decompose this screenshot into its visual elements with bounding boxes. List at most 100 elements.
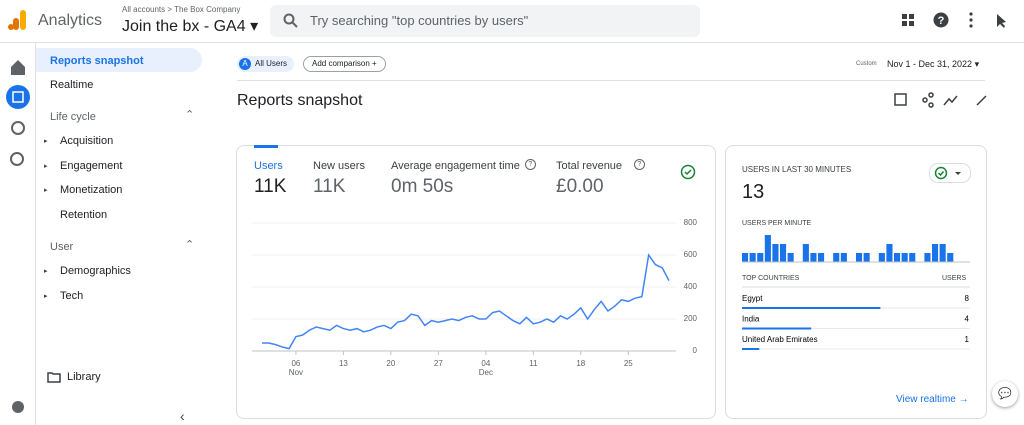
nav-item[interactable]: Reports snapshot	[50, 55, 144, 67]
x-tick-label: 20	[386, 359, 395, 368]
y-tick-label: 400	[684, 282, 698, 291]
section-chevron[interactable]: ⌃	[185, 239, 195, 251]
minute-bar	[856, 253, 863, 262]
countries-header: TOP COUNTRIES	[742, 275, 800, 282]
minute-bar	[742, 253, 749, 262]
view-realtime[interactable]: View realtime →	[896, 394, 969, 405]
metric-label: Total revenue	[556, 160, 623, 172]
minute-bar	[886, 244, 893, 262]
minute-bar	[939, 244, 946, 262]
info-icon[interactable]: ?	[633, 159, 645, 170]
feedback-button[interactable]: 💬	[992, 381, 1018, 407]
metric-label: Average engagement time	[391, 160, 520, 172]
date-range-text[interactable]: Nov 1 - Dec 31, 2022	[887, 59, 973, 69]
expand-arrow: ▸	[44, 162, 48, 170]
minute-bar	[878, 253, 885, 262]
segment-badge: A	[239, 58, 251, 70]
view-realtime-label[interactable]: View realtime	[896, 394, 956, 405]
minute-bar	[810, 253, 817, 262]
icon-rail	[0, 43, 36, 425]
title-actions[interactable]	[893, 91, 988, 109]
breadcrumb-root[interactable]: All accounts	[122, 5, 166, 14]
country-name: Egypt	[742, 294, 763, 303]
minute-bar	[909, 253, 916, 262]
minute-bar	[772, 244, 779, 262]
x-tick-label: 04	[481, 359, 490, 368]
users-line	[262, 253, 670, 350]
expand-arrow: ▸	[44, 268, 48, 275]
nav-active	[36, 48, 202, 72]
country-bar	[742, 348, 760, 350]
realtime-status[interactable]	[929, 163, 971, 183]
nav-section-title[interactable]: User	[50, 241, 74, 253]
add-comparison-label[interactable]: Add comparison	[312, 59, 370, 68]
minute-bar	[749, 253, 756, 262]
nav-item[interactable]: Monetization	[60, 184, 123, 196]
expand-arrow: ▸	[44, 292, 48, 300]
y-tick-label: 200	[684, 314, 698, 323]
country-users: 8	[965, 294, 970, 303]
property[interactable]: Join the bx - GA4	[122, 18, 246, 35]
top-bar	[0, 0, 1024, 43]
segment-name[interactable]: All Users	[255, 59, 288, 68]
country-bar	[742, 327, 812, 330]
nav-item[interactable]: Acquisition	[60, 135, 114, 147]
country-users: 1	[965, 335, 970, 344]
metric-label[interactable]: Users	[254, 160, 283, 172]
date-range[interactable]: Nov 1 - Dec 31, 2022 ▾	[887, 59, 980, 69]
breadcrumb[interactable]: All accounts > The Box Company	[122, 5, 241, 14]
realtime-card	[725, 145, 987, 419]
collapse-button[interactable]: ‹	[180, 408, 185, 424]
folder-icon	[47, 372, 61, 383]
expand-arrow: ▸	[44, 187, 48, 194]
search-placeholder[interactable]: Try searching "top countries by users"	[310, 13, 529, 28]
minute-bar	[780, 244, 787, 262]
x-tick-label: 13	[339, 359, 348, 368]
minute-bar	[818, 253, 825, 262]
minute-bar	[947, 253, 954, 262]
country-bar	[742, 307, 881, 309]
nav-item[interactable]: Demographics	[60, 265, 131, 277]
minute-bar	[840, 253, 847, 262]
nav-item[interactable]: Tech	[60, 289, 84, 302]
minute-bar	[787, 253, 794, 262]
realtime-title: USERS IN LAST 30 MINUTES	[742, 165, 852, 174]
per-minute-title: USERS PER MINUTE	[742, 220, 812, 227]
x-tick-label: 06	[291, 359, 300, 368]
segment-chip[interactable]: A All Users	[237, 56, 295, 72]
expand-arrow: ▸	[44, 138, 48, 145]
country-users: 4	[965, 315, 970, 324]
x-tick-sublabel: Dec	[479, 368, 493, 377]
header-icons[interactable]: ?	[900, 12, 1015, 30]
y-tick-label: 600	[684, 250, 698, 259]
metric-value: £0.00	[556, 176, 604, 197]
minute-bar	[863, 253, 870, 262]
logo	[8, 10, 26, 30]
rail-icons[interactable]	[4, 55, 32, 420]
product-name: Analytics	[38, 12, 103, 29]
add-comparison[interactable]: Add comparison +	[303, 56, 386, 72]
info-icon[interactable]: ?	[524, 159, 536, 170]
search-icon	[283, 13, 298, 28]
section-chevron[interactable]: ⌃	[185, 109, 195, 121]
status-icon	[680, 164, 696, 180]
minute-bar	[894, 253, 901, 262]
country-name: India	[742, 315, 760, 324]
page-title: Reports snapshot	[237, 92, 363, 109]
search-box[interactable]	[270, 5, 700, 37]
nav-item[interactable]: Retention	[60, 208, 108, 221]
metric-value: 11K	[254, 176, 287, 197]
nav-section-title[interactable]: Life cycle	[50, 111, 96, 123]
nav-item[interactable]: Realtime	[50, 79, 94, 91]
metric-tab-indicator	[254, 145, 278, 148]
y-tick-label: 0	[693, 346, 698, 355]
x-tick-label: 27	[434, 359, 443, 368]
nav-library[interactable]: Library	[67, 371, 101, 383]
realtime-status-icon	[934, 166, 961, 180]
x-tick-label: 18	[576, 359, 585, 368]
minute-bar	[924, 253, 931, 262]
minute-bar	[764, 235, 771, 262]
nav-item[interactable]: Engagement	[60, 159, 123, 172]
account[interactable]: The Box Company	[174, 5, 241, 14]
property-selector[interactable]: Join the bx - GA4 ▾	[122, 18, 259, 35]
